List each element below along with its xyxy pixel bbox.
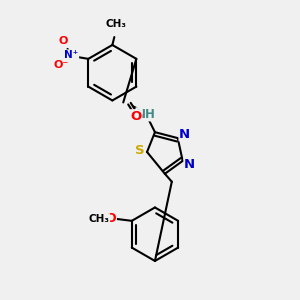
- Text: O: O: [130, 110, 142, 123]
- Text: O⁻: O⁻: [54, 60, 69, 70]
- Text: N⁺: N⁺: [64, 50, 79, 60]
- Text: O: O: [59, 36, 68, 46]
- Text: NH: NH: [136, 108, 156, 121]
- Text: N: N: [184, 158, 195, 171]
- Text: S: S: [135, 143, 145, 157]
- Text: N: N: [179, 128, 190, 141]
- Text: O: O: [106, 212, 116, 225]
- Text: CH₃: CH₃: [106, 19, 127, 29]
- Text: CH₃: CH₃: [88, 214, 110, 224]
